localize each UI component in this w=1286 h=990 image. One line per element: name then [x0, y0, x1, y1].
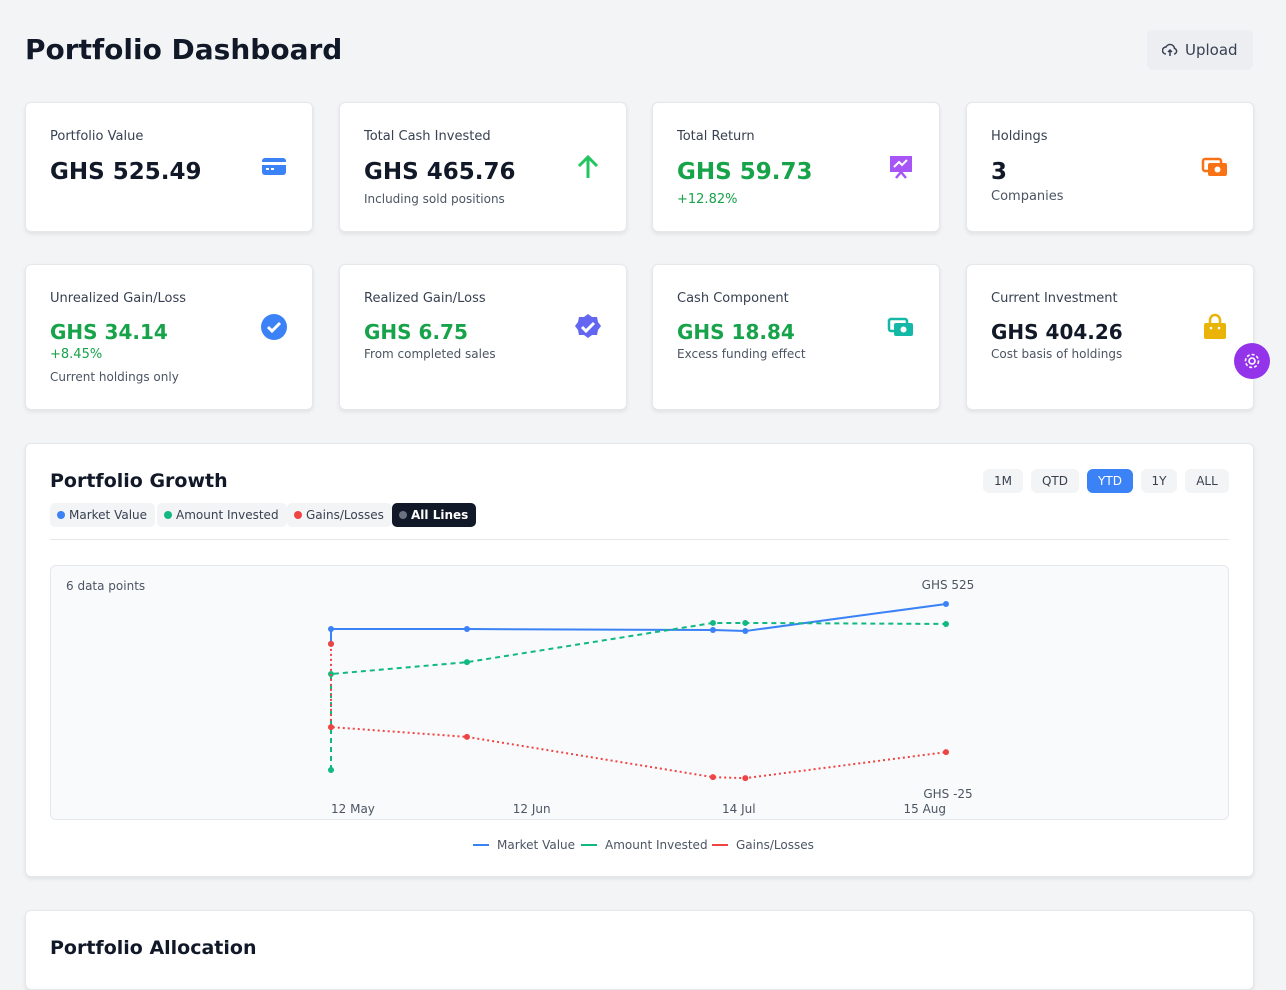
data-point	[463, 733, 470, 740]
data-point	[709, 774, 716, 781]
annotation: 6 data points	[66, 579, 145, 593]
chart-box	[50, 565, 1229, 820]
filter-chip[interactable]: Amount Invested	[157, 503, 287, 527]
card-icon	[1201, 157, 1227, 176]
range-button[interactable]: ALL	[1185, 469, 1229, 493]
growth-title: Portfolio Growth	[50, 470, 228, 492]
data-point	[328, 626, 334, 633]
card-label: Unrealized Gain/Loss	[50, 291, 186, 306]
card-note: Including sold positions	[364, 192, 505, 206]
data-point	[463, 626, 470, 633]
divider	[50, 539, 1229, 540]
data-point	[328, 724, 334, 731]
chip-dot	[294, 511, 302, 519]
card-value: GHS 18.84	[677, 320, 795, 344]
y-tick-label: GHS -25	[923, 787, 972, 801]
stat-card: Realized Gain/Loss GHS 6.75 From completed…	[339, 264, 627, 410]
card-label: Total Cash Invested	[364, 129, 491, 144]
card-note: Current holdings only	[50, 370, 179, 384]
legend-label: Amount Invested	[605, 838, 708, 852]
card-label: Current Investment	[991, 291, 1118, 306]
stat-card: Holdings 3 Companies	[966, 102, 1254, 232]
settings-button[interactable]	[1234, 343, 1270, 379]
card-icon	[575, 314, 601, 338]
data-point	[943, 749, 949, 756]
stat-card: Portfolio Value GHS 525.49	[25, 102, 313, 232]
card-note: From completed sales	[364, 347, 496, 361]
filter-chip[interactable]: Gains/Losses	[287, 503, 392, 527]
range-button[interactable]: QTD	[1031, 469, 1079, 493]
chart: 6 data points 12 May 12 Jun 14 Jul 15 AugGH…	[66, 578, 975, 852]
card-label: Portfolio Value	[50, 129, 144, 144]
data-point	[709, 627, 716, 634]
card-note: Cost basis of holdings	[991, 347, 1123, 361]
series-line	[330, 621, 947, 771]
card-label: Total Return	[677, 129, 755, 144]
stat-card: Unrealized Gain/Loss GHS 34.14 +8.45% Curre…	[25, 264, 313, 410]
page: Portfolio Dashboard Upload Portfolio Val…	[25, 30, 1270, 990]
card-value: GHS 525.49	[50, 159, 202, 185]
card-note: +8.45%	[50, 347, 103, 362]
card-label: Realized Gain/Loss	[364, 291, 486, 306]
card-note: +12.82%	[677, 192, 738, 207]
data-point	[328, 640, 334, 647]
filter-chip[interactable]: Market Value	[50, 503, 156, 527]
upload-label: Upload	[1185, 41, 1238, 59]
chip-label: Gains/Losses	[306, 508, 384, 522]
card-label: Holdings	[991, 129, 1048, 144]
card-value: GHS 6.75	[364, 320, 468, 344]
card-value: GHS 34.14	[50, 320, 168, 344]
card-label: Cash Component	[677, 291, 789, 306]
allocation-title: Portfolio Allocation	[50, 937, 257, 959]
x-tick-label: 12 May	[331, 802, 375, 816]
chip-dot	[57, 511, 65, 519]
data-point	[943, 620, 949, 627]
chip-label: Market Value	[69, 508, 148, 522]
card-icon	[1204, 313, 1226, 339]
stat-card: Cash Component GHS 18.84 Excess funding ef…	[652, 264, 940, 410]
x-tick-label: 14 Jul	[722, 802, 756, 816]
legend-label: Gains/Losses	[736, 838, 814, 852]
card-icon	[887, 317, 913, 336]
x-tick-label: 15 Aug	[903, 802, 946, 816]
chip-dot	[164, 511, 172, 519]
range-button[interactable]: YTD	[1087, 469, 1133, 493]
upload-icon	[1162, 43, 1178, 56]
data-point	[742, 619, 749, 626]
data-point	[943, 601, 949, 607]
data-point	[709, 619, 716, 626]
card-icon	[890, 156, 912, 179]
upload-button[interactable]: Upload	[1147, 30, 1253, 70]
legend-label: Market Value	[497, 838, 575, 852]
card-value: GHS 59.73	[677, 159, 813, 185]
stat-card: Current Investment GHS 404.26 Cost basis o…	[966, 264, 1254, 410]
range-button[interactable]: 1Y	[1141, 469, 1177, 493]
range-button[interactable]: 1M	[983, 469, 1023, 493]
card-value: GHS 465.76	[364, 159, 516, 185]
data-point	[742, 775, 749, 782]
data-point	[328, 767, 334, 774]
y-tick-label: GHS 525	[922, 578, 975, 592]
chip-dot	[399, 511, 407, 519]
stat-card: Total Cash Invested GHS 465.76 Including s…	[339, 102, 627, 232]
card-icon	[262, 158, 286, 175]
page-title: Portfolio Dashboard	[25, 33, 343, 66]
chip-label: All Lines	[411, 508, 469, 522]
card-value: 3	[991, 159, 1008, 185]
series-line	[330, 643, 947, 780]
stat-card: Total Return GHS 59.73 +12.82%	[652, 102, 940, 232]
card-icon	[577, 154, 599, 178]
card-icon	[261, 314, 287, 340]
card-note: Companies	[991, 189, 1064, 204]
chip-label: Amount Invested	[176, 508, 279, 522]
x-tick-label: 12 Jun	[513, 802, 551, 816]
data-point	[463, 659, 470, 666]
filter-chip[interactable]: All Lines	[392, 503, 477, 527]
card-note: Excess funding effect	[677, 347, 806, 361]
card-value: GHS 404.26	[991, 320, 1123, 344]
data-point	[742, 628, 749, 635]
